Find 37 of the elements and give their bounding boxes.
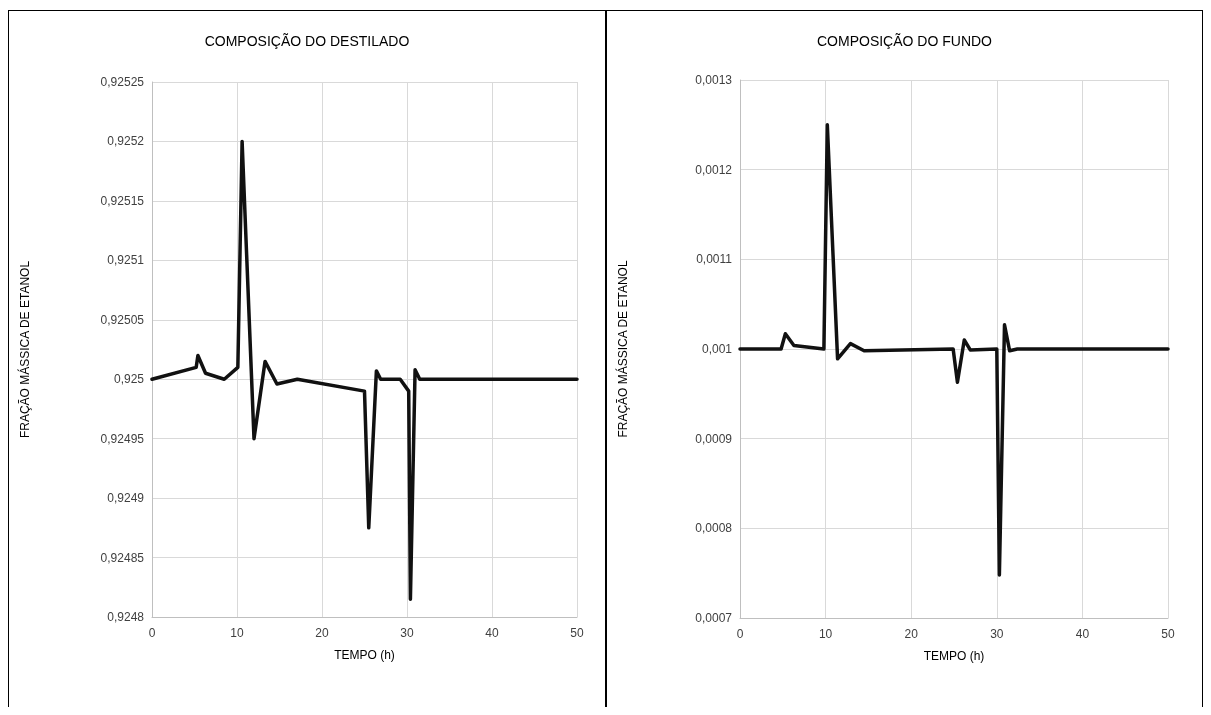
y-tick-label: 0,9252 (107, 134, 145, 149)
x-tick-label: 0 (736, 627, 744, 641)
line-series (738, 123, 1170, 577)
x-tick-label: 20 (904, 627, 919, 641)
y-tick-label: 0,92495 (100, 431, 145, 446)
x-tick-label: 30 (990, 627, 1004, 641)
y-tick-label: 0,92505 (100, 312, 145, 327)
y-tick-label: 0,92515 (100, 193, 145, 208)
chart-title: COMPOSIÇÃO DO DESTILADO (204, 33, 410, 49)
x-axis-title: TEMPO (h) (923, 649, 985, 663)
y-tick-label: 0,0007 (695, 611, 733, 625)
x-axis-title: TEMPO (h) (334, 648, 395, 662)
y-tick-label: 0,925 (113, 372, 145, 387)
y-tick-label: 0,92485 (100, 550, 145, 565)
line-series (150, 139, 579, 601)
x-tick-label: 40 (485, 626, 499, 640)
y-tick-label: 0,92525 (100, 75, 145, 89)
x-tick-label: 50 (570, 626, 584, 640)
y-tick-label: 0,001 (701, 342, 733, 356)
y-tick-label: 0,0008 (695, 521, 733, 536)
y-tick-label: 0,9248 (107, 610, 145, 624)
x-tick-label: 20 (315, 626, 329, 640)
y-tick-label: 0,0011 (696, 252, 733, 267)
x-tick-label: 40 (1075, 627, 1090, 641)
x-tick-label: 0 (148, 626, 156, 640)
y-tick-label: 0,9249 (107, 491, 145, 506)
y-axis-title: FRAÇÃO MÁSSICA DE ETANOL (17, 260, 32, 439)
x-tick-label: 10 (818, 627, 833, 641)
x-tick-label: 50 (1161, 627, 1175, 641)
y-axis-title: FRAÇÃO MÁSSICA DE ETANOL (615, 260, 630, 438)
x-tick-label: 10 (230, 626, 244, 640)
y-tick-label: 0,0013 (695, 73, 733, 87)
y-tick-label: 0,0012 (695, 162, 733, 177)
y-tick-label: 0,0009 (695, 431, 733, 446)
chart-title: COMPOSIÇÃO DO FUNDO (816, 33, 993, 49)
y-tick-label: 0,9251 (107, 253, 145, 268)
x-tick-label: 30 (400, 626, 414, 640)
